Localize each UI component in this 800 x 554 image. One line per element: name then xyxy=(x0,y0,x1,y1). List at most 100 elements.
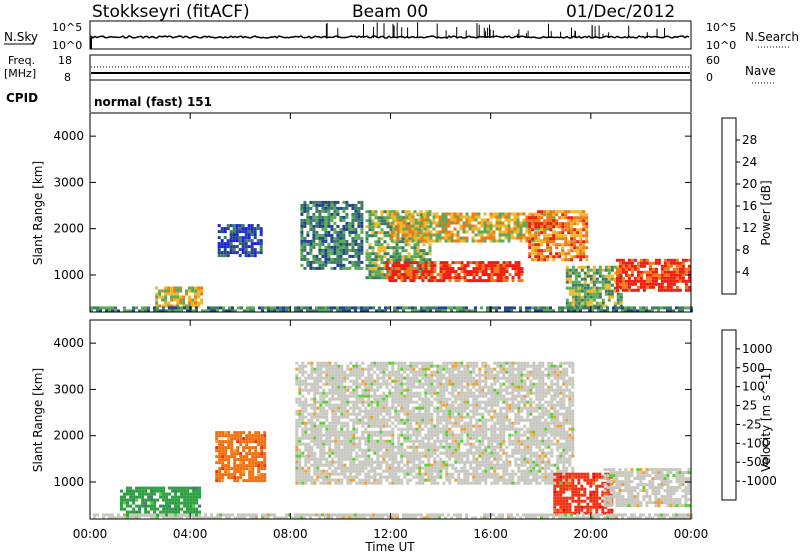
heatmap-cell xyxy=(406,367,410,371)
heatmap-cell xyxy=(591,309,594,313)
heatmap-cell xyxy=(310,406,314,410)
heatmap-cell xyxy=(396,218,400,222)
heatmap-cell xyxy=(681,273,685,277)
heatmap-cell xyxy=(315,215,319,219)
heatmap-cell xyxy=(397,400,401,404)
heatmap-cell xyxy=(498,224,502,228)
heatmap-cell xyxy=(318,212,322,216)
heatmap-cell xyxy=(418,427,422,431)
heatmap-cell xyxy=(429,233,433,237)
heatmap-cell xyxy=(331,421,335,425)
heatmap-cell xyxy=(250,254,254,258)
heatmap-cell xyxy=(421,421,425,425)
heatmap-cell xyxy=(397,376,401,380)
heatmap-cell xyxy=(361,394,365,398)
heatmap-cell xyxy=(304,463,308,467)
heatmap-cell xyxy=(531,306,534,310)
heatmap-cell xyxy=(177,309,180,313)
heatmap-cell xyxy=(409,421,413,425)
heatmap-cell xyxy=(610,268,614,272)
heatmap-cell xyxy=(582,222,586,226)
heatmap-cell xyxy=(409,267,413,271)
heatmap-cell xyxy=(328,427,332,431)
heatmap-cell xyxy=(383,216,387,220)
heatmap-cell xyxy=(412,409,416,413)
heatmap-cell xyxy=(380,273,384,277)
heatmap-cell xyxy=(263,443,267,447)
heatmap-cell xyxy=(492,236,496,240)
heatmap-cell xyxy=(315,230,319,234)
heatmap-cell xyxy=(493,273,497,277)
heatmap-cell xyxy=(448,267,452,271)
heatmap-cell xyxy=(534,255,538,259)
heatmap-cell xyxy=(223,230,227,234)
heatmap-cell xyxy=(633,258,637,262)
heatmap-cell xyxy=(232,248,236,252)
heatmap-cell xyxy=(457,361,461,365)
heatmap-cell xyxy=(371,246,375,250)
heatmap-cell xyxy=(427,469,431,473)
heatmap-cell xyxy=(645,261,649,265)
heatmap-cell xyxy=(475,279,479,283)
heatmap-cell xyxy=(416,252,420,256)
heatmap-cell xyxy=(519,239,523,243)
heatmap-cell xyxy=(312,309,315,313)
heatmap-cell xyxy=(333,260,337,264)
heatmap-cell xyxy=(373,397,377,401)
heatmap-cell xyxy=(307,388,311,392)
heatmap-cell xyxy=(583,265,587,269)
heatmap-cell xyxy=(404,258,408,262)
heatmap-cell xyxy=(436,367,440,371)
heatmap-cell xyxy=(645,270,649,274)
heatmap-cell xyxy=(439,406,443,410)
heatmap-cell xyxy=(411,227,415,231)
heatmap-cell xyxy=(427,478,431,482)
heatmap-cell xyxy=(432,215,436,219)
heatmap-cell xyxy=(162,489,166,493)
heatmap-cell xyxy=(357,200,361,204)
heatmap-cell xyxy=(207,306,210,310)
heatmap-cell xyxy=(451,421,455,425)
heatmap-cell xyxy=(392,267,396,271)
heatmap-cell xyxy=(573,228,577,232)
heatmap-cell xyxy=(400,421,404,425)
heatmap-cell xyxy=(396,224,400,228)
heatmap-cell xyxy=(424,403,428,407)
heatmap-cell xyxy=(215,449,219,453)
heatmap-cell xyxy=(345,215,349,219)
heatmap-cell xyxy=(195,306,198,310)
heatmap-cell xyxy=(385,400,389,404)
heatmap-cell xyxy=(546,212,550,216)
heatmap-cell xyxy=(621,279,625,283)
heatmap-cell xyxy=(404,255,408,259)
heatmap-cell xyxy=(165,501,169,505)
heatmap-cell xyxy=(365,267,369,271)
heatmap-cell xyxy=(370,412,374,416)
heatmap-cell xyxy=(361,418,365,422)
heatmap-cell xyxy=(337,442,341,446)
heatmap-cell xyxy=(336,254,340,258)
heatmap-cell xyxy=(322,478,326,482)
heatmap-cell xyxy=(223,242,227,246)
heatmap-cell xyxy=(361,421,365,425)
heatmap-cell xyxy=(582,234,586,238)
heatmap-cell xyxy=(633,264,637,268)
heatmap-cell xyxy=(191,286,195,290)
heatmap-cell xyxy=(256,227,260,231)
heatmap-cell xyxy=(493,267,497,271)
heatmap-cell xyxy=(386,222,390,226)
heatmap-cell xyxy=(433,424,437,428)
heatmap-cell xyxy=(409,478,413,482)
heatmap-cell xyxy=(555,234,559,238)
heatmap-cell xyxy=(583,271,587,275)
heatmap-cell xyxy=(236,440,240,444)
heatmap-cell xyxy=(233,476,237,480)
heatmap-cell xyxy=(333,200,337,204)
heatmap-cell xyxy=(391,415,395,419)
heatmap-cell xyxy=(642,264,646,268)
heatmap-cell xyxy=(315,257,319,261)
heatmap-cell xyxy=(319,427,323,431)
heatmap-cell xyxy=(583,295,587,299)
heatmap-cell xyxy=(392,225,396,229)
heatmap-cell xyxy=(309,251,313,255)
